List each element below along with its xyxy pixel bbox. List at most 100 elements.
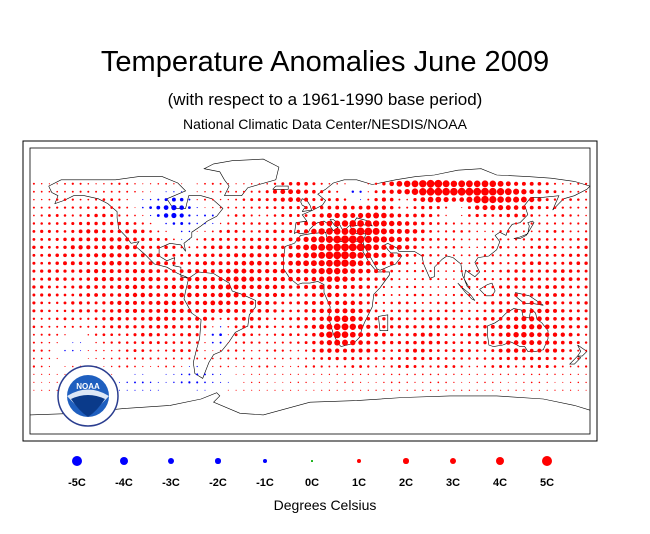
anomaly-dot	[310, 236, 317, 243]
anomaly-dot	[327, 356, 331, 361]
anomaly-dot	[483, 340, 487, 345]
anomaly-dot	[537, 197, 542, 202]
anomaly-dot	[560, 340, 565, 345]
anomaly-dot	[584, 222, 588, 225]
anomaly-dot	[336, 381, 338, 384]
anomaly-dot	[227, 334, 229, 336]
anomaly-dot	[102, 245, 106, 250]
anomaly-dot	[350, 268, 356, 274]
anomaly-dot	[457, 187, 466, 196]
anomaly-dot	[366, 324, 371, 329]
anomaly-dot	[117, 325, 122, 329]
anomaly-dot	[413, 262, 417, 265]
anomaly-dot	[188, 341, 191, 344]
anomaly-dot	[202, 276, 208, 282]
anomaly-dot	[87, 317, 90, 320]
anomaly-dot	[420, 340, 425, 345]
anomaly-dot	[468, 301, 471, 304]
anomaly-dot	[584, 301, 588, 305]
anomaly-dot	[569, 246, 572, 249]
anomaly-dot	[318, 268, 325, 275]
anomaly-dot	[172, 222, 176, 225]
anomaly-dot	[553, 214, 557, 217]
anomaly-dot	[452, 309, 456, 313]
anomaly-dot	[476, 262, 479, 265]
anomaly-dot	[79, 206, 82, 209]
land-outline	[487, 307, 549, 352]
anomaly-dot	[63, 198, 67, 201]
anomaly-dot	[280, 253, 285, 258]
anomaly-dot	[125, 341, 129, 344]
anomaly-dot	[561, 365, 564, 368]
anomaly-dot	[374, 197, 378, 202]
anomaly-dot	[404, 237, 410, 242]
land-outline	[29, 392, 591, 416]
anomaly-dot	[413, 340, 417, 345]
anomaly-dot	[150, 365, 152, 368]
anomaly-dot	[281, 182, 285, 186]
anomaly-dot	[483, 269, 487, 273]
anomaly-dot	[343, 356, 347, 361]
anomaly-dot	[234, 333, 238, 337]
anomaly-dot	[468, 214, 471, 217]
anomaly-dot	[272, 292, 278, 298]
anomaly-dot	[86, 253, 91, 258]
anomaly-dot	[242, 237, 246, 242]
anomaly-dot	[171, 197, 176, 202]
anomaly-dot	[390, 373, 393, 376]
anomaly-dot	[172, 357, 175, 360]
anomaly-dot	[467, 333, 472, 337]
anomaly-dot	[523, 381, 525, 384]
anomaly-dot	[560, 316, 565, 321]
anomaly-dot	[333, 323, 341, 331]
anomaly-dot	[295, 244, 301, 250]
anomaly-dot	[341, 251, 349, 260]
anomaly-dot	[552, 348, 558, 353]
anomaly-dot	[188, 230, 191, 233]
anomaly-dot	[94, 261, 98, 266]
anomaly-dot	[149, 349, 152, 352]
anomaly-dot	[273, 333, 277, 336]
anomaly-dot	[336, 389, 338, 391]
anomaly-dot	[251, 373, 253, 375]
anomaly-dot	[242, 309, 246, 313]
anomaly-dot	[576, 293, 580, 297]
anomaly-dot	[242, 214, 246, 217]
anomaly-dot	[521, 189, 527, 195]
anomaly-dot	[444, 301, 448, 305]
anomaly-dot	[326, 276, 333, 282]
anomaly-dot	[204, 341, 206, 344]
anomaly-dot	[561, 230, 565, 233]
anomaly-dot	[125, 325, 129, 329]
anomaly-dot	[344, 373, 346, 376]
anomaly-dot	[538, 373, 541, 376]
anomaly-dot	[140, 268, 145, 274]
anomaly-dot	[109, 277, 114, 282]
anomaly-dot	[173, 238, 175, 241]
anomaly-dot	[585, 357, 588, 360]
anomaly-dot	[109, 285, 114, 289]
anomaly-dot	[180, 325, 184, 329]
anomaly-dot	[133, 229, 137, 234]
anomaly-dot	[530, 214, 534, 217]
anomaly-dot	[257, 260, 262, 266]
anomaly-dot	[341, 243, 349, 252]
anomaly-dot	[235, 341, 238, 344]
anomaly-dot	[218, 284, 224, 290]
anomaly-dot	[235, 357, 238, 360]
anomaly-dot	[212, 381, 214, 384]
anomaly-dot	[452, 325, 456, 329]
anomaly-dot	[181, 365, 183, 368]
anomaly-dot	[538, 389, 540, 391]
anomaly-dot	[266, 389, 268, 391]
anomaly-dot	[421, 365, 425, 368]
anomaly-dot	[335, 284, 340, 290]
anomaly-dot	[319, 220, 325, 227]
anomaly-dot	[397, 333, 401, 337]
anomaly-dot	[141, 261, 145, 265]
anomaly-dot	[419, 180, 427, 188]
anomaly-dot	[117, 285, 122, 289]
anomaly-dot	[513, 348, 519, 353]
anomaly-dot	[235, 389, 237, 391]
anomaly-dot	[163, 300, 169, 306]
